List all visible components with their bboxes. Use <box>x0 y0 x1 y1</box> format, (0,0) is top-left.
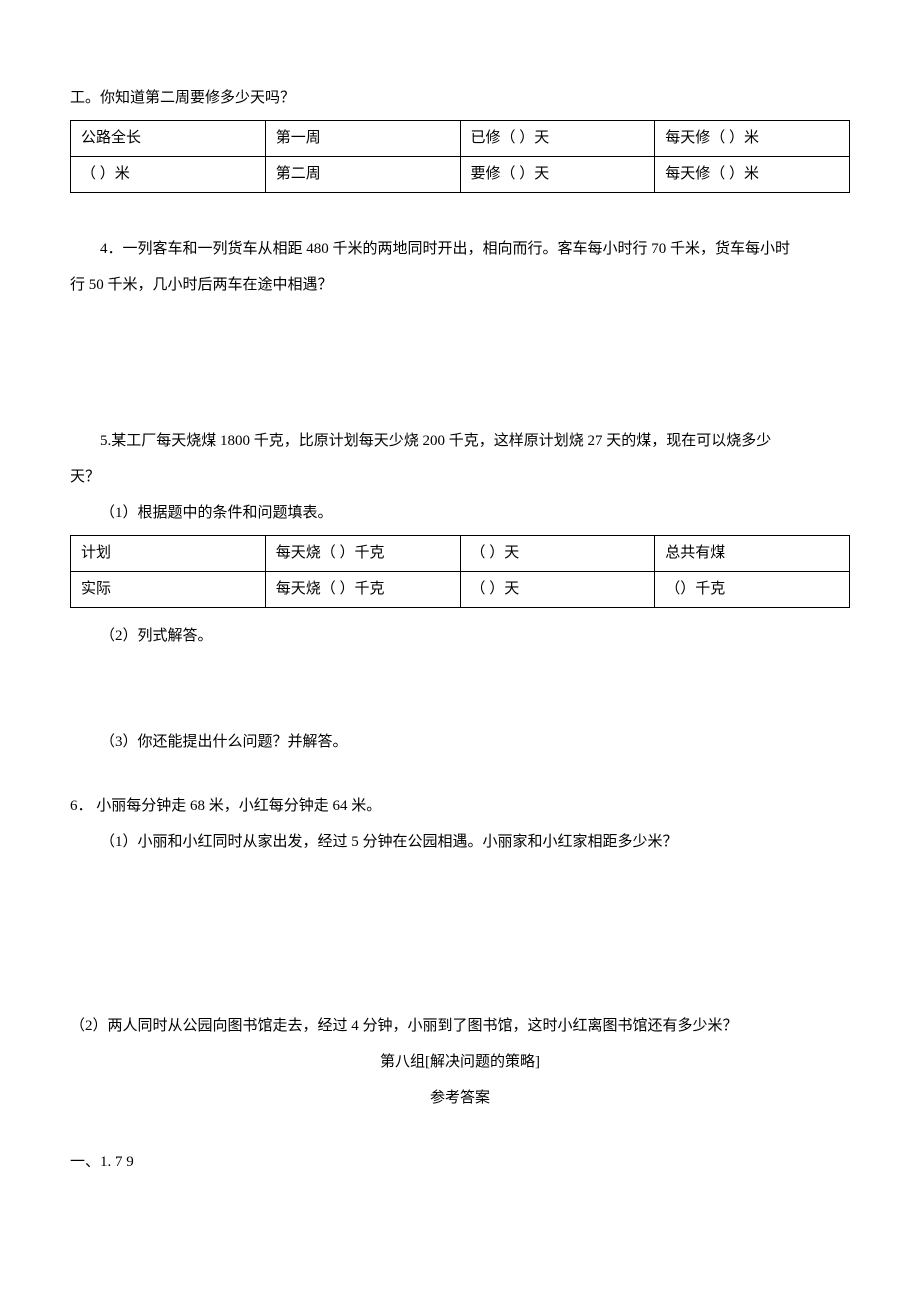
q5-table: 计划 每天烧（ ）千克 （ ）天 总共有煤 实际 每天烧（ ）千克 （ ）天 （… <box>70 535 850 608</box>
spacer <box>70 760 850 788</box>
q5-sub1: （1）根据题中的条件和问题填表。 <box>70 495 850 531</box>
q5-r1c3: （ ）天 <box>460 536 655 572</box>
spacer <box>70 860 850 980</box>
q5-r1c4: 总共有煤 <box>655 536 850 572</box>
q3-intro: 工。你知道第二周要修多少天吗？ <box>70 80 850 116</box>
q6-intro: 6． 小丽每分钟走 68 米，小红每分钟走 64 米。 <box>70 788 850 824</box>
table-row: 公路全长 第一周 已修（ ）天 每天修（ ）米 <box>71 121 850 157</box>
table-row: （ ）米 第二周 要修（ ）天 每天修（ ）米 <box>71 157 850 193</box>
q5-r2c2: 每天烧（ ）千克 <box>265 572 460 608</box>
footer-answers-title: 参考答案 <box>70 1080 850 1116</box>
q6-sub1: （1）小丽和小红同时从家出发，经过 5 分钟在公园相遇。小丽家和小红家相距多少米… <box>70 824 850 860</box>
q5-r2c4: （）千克 <box>655 572 850 608</box>
q3-r2c2: 第二周 <box>265 157 460 193</box>
spacer <box>70 203 850 231</box>
spacer <box>70 303 850 423</box>
q5-r1c1: 计划 <box>71 536 266 572</box>
q3-r1c3: 已修（ ）天 <box>460 121 655 157</box>
table-row: 计划 每天烧（ ）千克 （ ）天 总共有煤 <box>71 536 850 572</box>
q6-sub2: （2）两人同时从公园向图书馆走去，经过 4 分钟，小丽到了图书馆，这时小红离图书… <box>70 1008 850 1044</box>
q3-r2c4: 每天修（ ）米 <box>655 157 850 193</box>
q4-line2: 行 50 千米，几小时后两车在途中相遇？ <box>70 267 850 303</box>
spacer <box>70 654 850 724</box>
q5-line1: 5.某工厂每天烧煤 1800 千克，比原计划每天少烧 200 千克，这样原计划烧… <box>70 423 850 459</box>
q5-r2c1: 实际 <box>71 572 266 608</box>
q3-r1c1: 公路全长 <box>71 121 266 157</box>
q3-table: 公路全长 第一周 已修（ ）天 每天修（ ）米 （ ）米 第二周 要修（ ）天 … <box>70 120 850 193</box>
q5-sub3: （3）你还能提出什么问题？并解答。 <box>70 724 850 760</box>
q3-r2c3: 要修（ ）天 <box>460 157 655 193</box>
q5-r1c2: 每天烧（ ）千克 <box>265 536 460 572</box>
q5-sub2: （2）列式解答。 <box>70 618 850 654</box>
q3-r1c4: 每天修（ ）米 <box>655 121 850 157</box>
page-content: 工。你知道第二周要修多少天吗？ 公路全长 第一周 已修（ ）天 每天修（ ）米 … <box>0 0 920 1302</box>
q3-r1c2: 第一周 <box>265 121 460 157</box>
q5-r2c3: （ ）天 <box>460 572 655 608</box>
q4-line1: 4．一列客车和一列货车从相距 480 千米的两地同时开出，相向而行。客车每小时行… <box>70 231 850 267</box>
footer-ans1: 一、1. 7 9 <box>70 1144 850 1180</box>
q5-line2: 天？ <box>70 459 850 495</box>
spacer <box>70 980 850 1008</box>
spacer <box>70 1116 850 1144</box>
table-row: 实际 每天烧（ ）千克 （ ）天 （）千克 <box>71 572 850 608</box>
footer-group-title: 第八组[解决问题的策略] <box>70 1044 850 1080</box>
q3-r2c1: （ ）米 <box>71 157 266 193</box>
